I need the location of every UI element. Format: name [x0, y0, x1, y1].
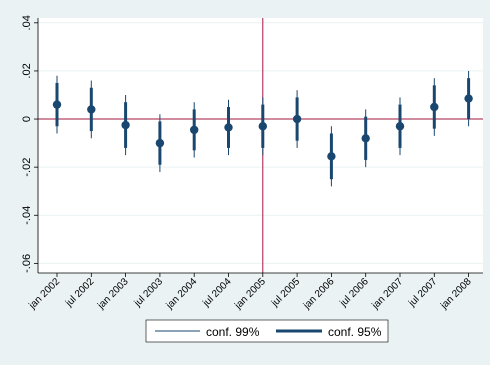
x-tick-label: jan 2006 [301, 276, 337, 312]
x-axis: jan 2002 jul 2002 jan 2003 jul 2003 jan 2004… [27, 272, 483, 312]
legend: conf. 99% conf. 95% [145, 319, 389, 343]
y-tick-label: -.02 [21, 158, 33, 177]
estimate-point [121, 120, 130, 130]
estimate-point [395, 122, 405, 131]
estimate-point [361, 134, 370, 143]
x-tick-label: jul 2003 [132, 276, 166, 310]
y-tick-label: .02 [21, 63, 33, 78]
x-tick-label: jul 2005 [269, 276, 303, 310]
x-tick-label: jul 2002 [63, 276, 97, 310]
estimate-point [430, 102, 439, 112]
estimate-point [190, 125, 199, 135]
x-tick-label: jul 2007 [406, 276, 440, 310]
estimate-point [464, 94, 473, 103]
estimate-point [292, 114, 302, 124]
x-tick-label: jan 2008 [438, 276, 474, 312]
estimate-point [258, 122, 267, 131]
y-tick-label: 0 [21, 116, 33, 122]
y-axis: .04 .02 0 -.02 -.04 -.06 [21, 15, 39, 273]
y-tick-label: .04 [21, 15, 33, 30]
x-tick-label: jan 2003 [95, 276, 131, 312]
estimate-point [224, 123, 233, 132]
x-tick-label: jan 2007 [370, 276, 406, 312]
x-tick-label: jul 2006 [338, 276, 372, 310]
legend-label-ci99: conf. 99% [206, 325, 260, 339]
x-tick-label: jan 2004 [164, 276, 200, 312]
estimate-point [87, 105, 96, 114]
y-tick-label: -.04 [21, 206, 33, 225]
estimate-point [52, 100, 62, 109]
estimate-point [327, 152, 336, 161]
plot-area [38, 18, 483, 273]
x-tick-label: jan 2002 [27, 276, 63, 312]
x-tick-label: jan 2005 [232, 276, 268, 312]
x-tick-label: jul 2004 [200, 276, 234, 310]
estimate-series [52, 94, 473, 161]
y-tick-label: -.06 [21, 254, 33, 273]
legend-box [145, 319, 389, 343]
estimate-point [155, 138, 165, 148]
legend-label-ci95: conf. 95% [328, 325, 382, 339]
